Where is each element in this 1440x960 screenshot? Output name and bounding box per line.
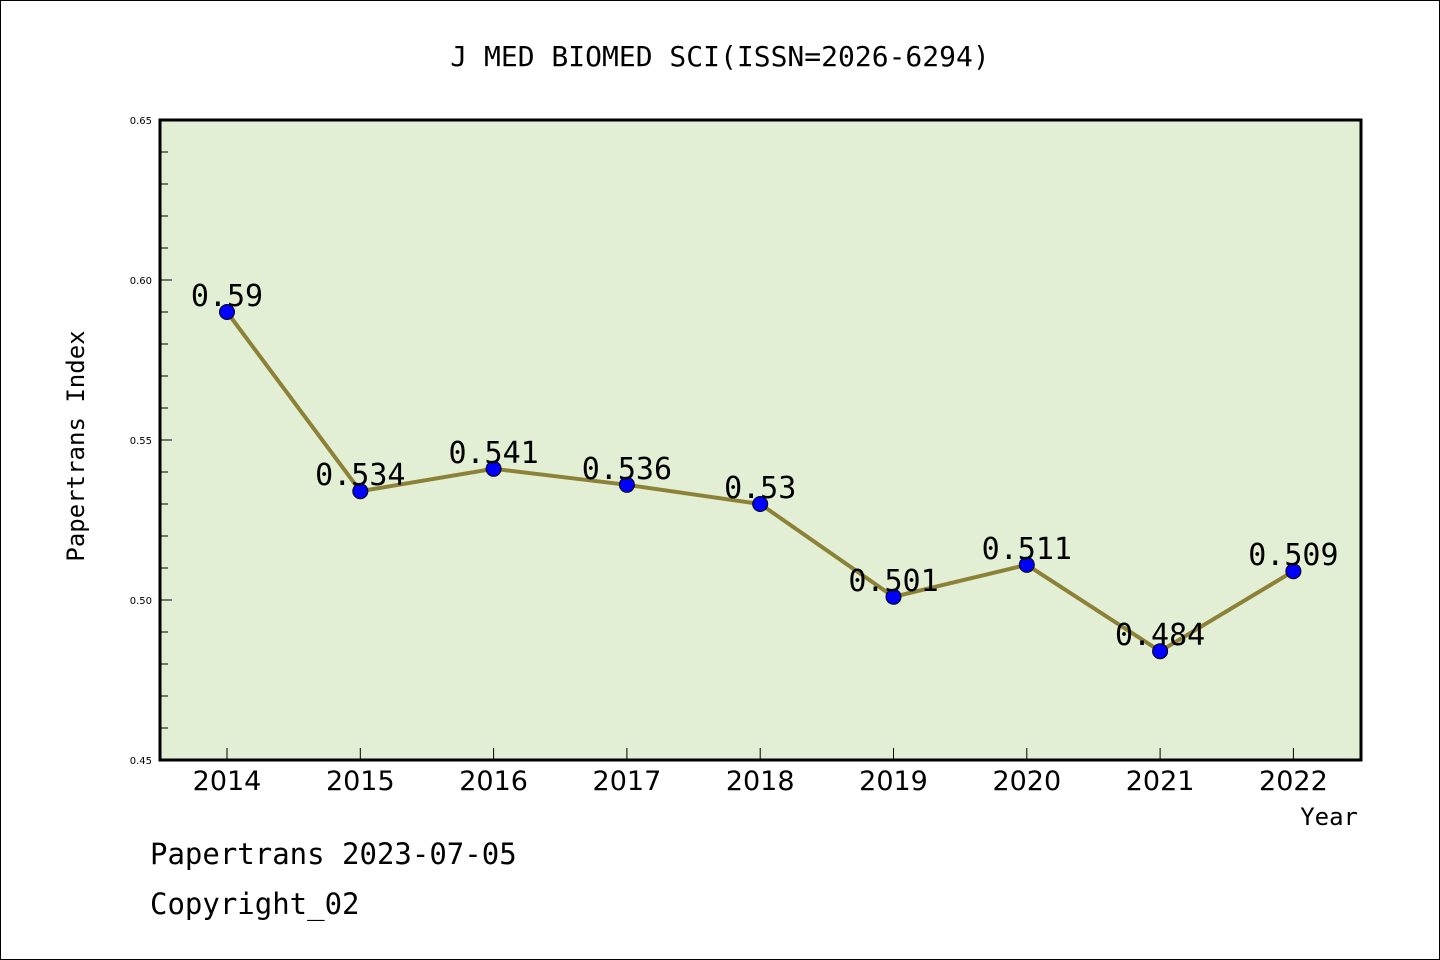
x-tick-label: 2016: [459, 766, 528, 797]
data-point: [885, 588, 902, 605]
x-axis-label: Year: [1300, 803, 1358, 831]
data-label: 0.536: [582, 452, 672, 487]
data-point: [352, 483, 369, 500]
x-tick-label: 2019: [859, 766, 928, 797]
data-label: 0.509: [1248, 538, 1338, 573]
y-tick-label: 0.60: [130, 276, 152, 287]
x-tick-label: 2022: [1259, 766, 1328, 797]
y-tick-label: 0.55: [130, 436, 152, 447]
x-axis: 2014 2015 2016 2017 2018 2019 2020 2021 2022: [193, 748, 1328, 797]
data-label: 0.53: [724, 471, 796, 506]
data-label: 0.484: [1115, 618, 1205, 653]
x-tick-label: 2020: [992, 766, 1061, 797]
chart-title: J MED BIOMED SCI(ISSN=2026-6294): [450, 40, 989, 73]
data-label: 0.501: [848, 564, 938, 599]
y-tick-label: 0.50: [130, 596, 152, 607]
data-point: [1018, 556, 1035, 573]
y-axis: 0.45 0.50 0.55 0.60 0.65: [130, 116, 172, 767]
x-tick-label: 2017: [593, 766, 662, 797]
y-tick-label: 0.65: [130, 116, 152, 127]
x-tick-label: 2021: [1126, 766, 1195, 797]
data-label: 0.511: [982, 532, 1072, 567]
x-tick-label: 2018: [726, 766, 795, 797]
data-label: 0.59: [191, 279, 263, 314]
y-tick-label: 0.45: [130, 756, 152, 767]
x-tick-label: 2014: [193, 766, 262, 797]
data-label: 0.534: [315, 458, 405, 493]
data-label: 0.541: [448, 436, 538, 471]
footer-copyright: Copyright_02: [150, 887, 360, 922]
data-point: [618, 476, 635, 493]
data-point: [485, 460, 502, 477]
x-tick-label: 2015: [326, 766, 395, 797]
data-point: [219, 304, 235, 320]
footer-date: Papertrans 2023-07-05: [150, 837, 517, 871]
data-point: [1152, 643, 1169, 660]
data-labels: 0.59 0.534 0.541 0.536 0.53 0.501 0.511 0.484 0.…: [191, 279, 1339, 653]
series-markers: [219, 304, 1302, 660]
y-axis-label: Papertrans Index: [62, 330, 90, 561]
data-point: [752, 496, 769, 512]
plot-area: [158, 118, 1363, 762]
data-point: [1285, 563, 1302, 580]
